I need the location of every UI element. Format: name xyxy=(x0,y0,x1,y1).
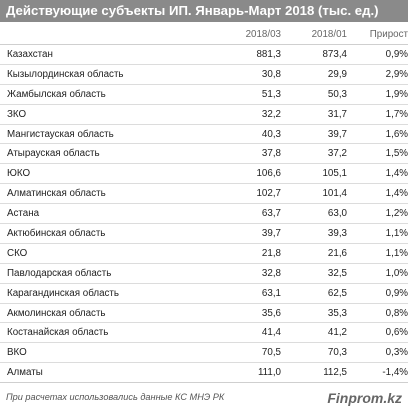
row-value-2018-01: 39,3 xyxy=(281,223,347,244)
row-value-2018-03: 111,0 xyxy=(215,362,281,384)
row-value-2018-03: 881,3 xyxy=(215,44,281,65)
header-2018-03: 2018/03 xyxy=(215,24,281,45)
table-row: Кызылординская область 30,8 29,9 2,9% xyxy=(0,64,408,85)
table-row: СКО 21,8 21,6 1,1% xyxy=(0,243,408,264)
table-row: Алматинская область 102,7 101,4 1,4% xyxy=(0,183,408,205)
row-value-2018-01: 105,1 xyxy=(281,163,347,185)
row-growth: 0,9% xyxy=(347,283,408,304)
row-name: Атырауская область xyxy=(0,143,215,165)
table-row: Алматы 111,0 112,5 -1,4% xyxy=(0,362,408,384)
row-name: Мангистауская область xyxy=(0,124,215,145)
row-name: Алматы xyxy=(0,362,215,384)
row-name: СКО xyxy=(0,243,215,264)
header-name xyxy=(0,24,215,45)
table-row: Павлодарская область 32,8 32,5 1,0% xyxy=(0,263,408,284)
row-name: ЮКО xyxy=(0,163,215,185)
table-title: Действующие субъекты ИП. Январь-Март 201… xyxy=(0,0,408,22)
row-value-2018-01: 63,0 xyxy=(281,203,347,225)
row-value-2018-01: 21,6 xyxy=(281,243,347,264)
table-row: ЮКО 106,6 105,1 1,4% xyxy=(0,163,408,185)
row-growth: 1,0% xyxy=(347,263,408,284)
row-value-2018-01: 41,2 xyxy=(281,322,347,344)
row-value-2018-01: 32,5 xyxy=(281,263,347,284)
table-row: Казахстан 881,3 873,4 0,9% xyxy=(0,44,408,65)
row-growth: 1,5% xyxy=(347,143,408,165)
row-value-2018-03: 35,6 xyxy=(215,303,281,324)
row-value-2018-03: 40,3 xyxy=(215,124,281,145)
row-name: Костанайская область xyxy=(0,322,215,344)
table-row: Карагандинская область 63,1 62,5 0,9% xyxy=(0,283,408,304)
row-value-2018-01: 31,7 xyxy=(281,104,347,125)
row-growth: 0,3% xyxy=(347,342,408,364)
row-growth: 1,4% xyxy=(347,163,408,185)
row-growth: 0,9% xyxy=(347,44,408,65)
row-name: ВКО xyxy=(0,342,215,364)
row-value-2018-01: 101,4 xyxy=(281,183,347,205)
row-value-2018-03: 21,8 xyxy=(215,243,281,264)
row-growth: -1,4% xyxy=(347,362,408,384)
row-value-2018-01: 62,5 xyxy=(281,283,347,304)
row-value-2018-03: 32,8 xyxy=(215,263,281,284)
row-growth: 1,7% xyxy=(347,104,408,125)
row-value-2018-03: 51,3 xyxy=(215,84,281,105)
row-value-2018-03: 63,7 xyxy=(215,203,281,225)
row-name: ЗКО xyxy=(0,104,215,125)
row-value-2018-01: 50,3 xyxy=(281,84,347,105)
source-note: При расчетах использовались данные КС МН… xyxy=(6,392,225,402)
row-value-2018-01: 35,3 xyxy=(281,303,347,324)
row-value-2018-01: 37,2 xyxy=(281,143,347,165)
row-value-2018-03: 106,6 xyxy=(215,163,281,185)
table-row: Костанайская область 41,4 41,2 0,6% xyxy=(0,322,408,344)
header-2018-01: 2018/01 xyxy=(281,24,347,45)
row-growth: 0,6% xyxy=(347,322,408,344)
row-value-2018-03: 63,1 xyxy=(215,283,281,304)
row-growth: 1,4% xyxy=(347,183,408,205)
row-value-2018-01: 39,7 xyxy=(281,124,347,145)
row-growth: 1,9% xyxy=(347,84,408,105)
row-name: Акмолинская область xyxy=(0,303,215,324)
row-value-2018-01: 873,4 xyxy=(281,44,347,65)
table-row: Жамбылская область 51,3 50,3 1,9% xyxy=(0,84,408,105)
row-value-2018-03: 32,2 xyxy=(215,104,281,125)
row-value-2018-01: 70,3 xyxy=(281,342,347,364)
row-name: Казахстан xyxy=(0,44,215,65)
row-growth: 1,6% xyxy=(347,124,408,145)
row-name: Жамбылская область xyxy=(0,84,215,105)
row-value-2018-01: 29,9 xyxy=(281,64,347,85)
row-value-2018-03: 30,8 xyxy=(215,64,281,85)
row-value-2018-03: 102,7 xyxy=(215,183,281,205)
table-row: Актюбинская область 39,7 39,3 1,1% xyxy=(0,223,408,244)
header-row: 2018/03 2018/01 Прирост xyxy=(0,24,408,45)
row-value-2018-03: 39,7 xyxy=(215,223,281,244)
row-name: Астана xyxy=(0,203,215,225)
row-value-2018-03: 37,8 xyxy=(215,143,281,165)
row-name: Карагандинская область xyxy=(0,283,215,304)
row-value-2018-01: 112,5 xyxy=(281,362,347,384)
row-growth: 1,2% xyxy=(347,203,408,225)
row-name: Актюбинская область xyxy=(0,223,215,244)
header-growth: Прирост xyxy=(347,24,408,45)
row-growth: 1,1% xyxy=(347,243,408,264)
brand-logo: Finprom.kz xyxy=(327,390,402,406)
table-row: Мангистауская область 40,3 39,7 1,6% xyxy=(0,124,408,145)
data-table: 2018/03 2018/01 Прирост Казахстан 881,3 87… xyxy=(0,24,408,384)
row-name: Алматинская область xyxy=(0,183,215,205)
footer: При расчетах использовались данные КС МН… xyxy=(0,389,408,408)
table-row: ВКО 70,5 70,3 0,3% xyxy=(0,342,408,364)
row-name: Павлодарская область xyxy=(0,263,215,284)
row-growth: 1,1% xyxy=(347,223,408,244)
row-growth: 0,8% xyxy=(347,303,408,324)
row-value-2018-03: 41,4 xyxy=(215,322,281,344)
row-value-2018-03: 70,5 xyxy=(215,342,281,364)
table-row: Атырауская область 37,8 37,2 1,5% xyxy=(0,143,408,165)
table-row: ЗКО 32,2 31,7 1,7% xyxy=(0,104,408,125)
row-name: Кызылординская область xyxy=(0,64,215,85)
table-row: Астана 63,7 63,0 1,2% xyxy=(0,203,408,225)
row-growth: 2,9% xyxy=(347,64,408,85)
table-row: Акмолинская область 35,6 35,3 0,8% xyxy=(0,303,408,324)
